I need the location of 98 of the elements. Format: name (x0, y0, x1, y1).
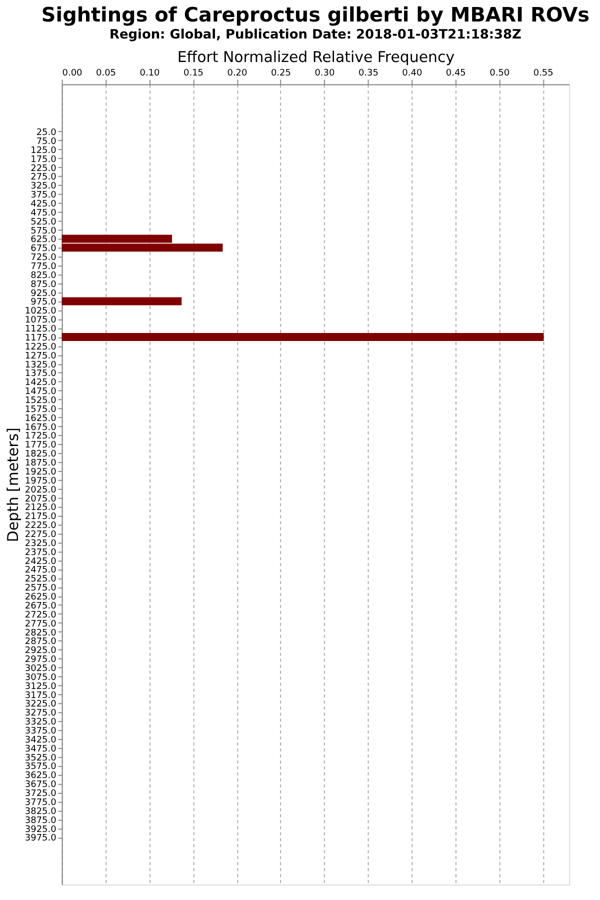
y-tick-label: 3225.0 (24, 700, 57, 710)
y-tick-label: 2575.0 (24, 584, 57, 594)
y-tick-label: 575.0 (30, 226, 57, 236)
y-tick-label: 1875.0 (24, 458, 57, 469)
y-tick-label: 325.0 (30, 182, 57, 192)
y-tick-label: 3425.0 (24, 735, 57, 746)
y-tick-label: 1825.0 (24, 450, 57, 460)
y-tick-label: 3725.0 (24, 789, 57, 800)
y-tick-label: 1225.0 (24, 342, 57, 352)
y-tick-label: 925.0 (30, 288, 57, 299)
y-tick-label: 875.0 (30, 280, 57, 290)
y-tick-label: 775.0 (30, 262, 57, 272)
y-tick-label: 1075.0 (24, 316, 57, 326)
chart-subtitle: Region: Global, Publication Date: 2018-01-03T21:18:38Z (110, 27, 522, 42)
y-tick-label: 475.0 (30, 208, 57, 218)
y-tick-label: 2275.0 (24, 530, 57, 540)
y-tick-label: 3325.0 (24, 718, 57, 728)
y-tick-label: 2925.0 (24, 646, 57, 656)
chart-title: Sightings of Careproctus gilberti by MBARI ROVs (41, 3, 590, 26)
y-tick-label: 2875.0 (24, 637, 57, 648)
y-tick-label: 2525.0 (24, 574, 57, 585)
y-tick-label: 1175.0 (24, 333, 57, 344)
y-tick-label: 2125.0 (24, 503, 57, 514)
x-tick-label: 0.20 (227, 68, 248, 79)
y-tick-label: 3775.0 (24, 798, 57, 808)
y-tick-label: 1675.0 (24, 422, 57, 433)
y-tick-label: 1575.0 (24, 404, 57, 415)
y-tick-label: 375.0 (30, 190, 57, 201)
y-tick-label: 3625.0 (24, 771, 57, 782)
x-tick-label: 0.40 (402, 68, 422, 79)
y-tick-label: 3525.0 (24, 753, 57, 764)
y-tick-label: 1775.0 (24, 440, 57, 451)
y-tick-label: 2775.0 (24, 619, 57, 630)
y-tick-label: 525.0 (30, 217, 57, 228)
y-tick-label: 625.0 (30, 235, 57, 246)
y-tick-label: 675.0 (30, 244, 57, 254)
y-tick-label: 2075.0 (24, 494, 57, 504)
y-tick-label: 1425.0 (24, 378, 57, 388)
y-tick-label: 25.0 (36, 128, 57, 138)
y-tick-label: 3825.0 (24, 806, 57, 817)
y-tick-label: 1925.0 (24, 467, 57, 478)
bar (62, 333, 544, 341)
x-tick-label: 0.25 (270, 68, 291, 79)
y-tick-label: 3025.0 (24, 664, 57, 674)
x-tick-label: 0.15 (184, 68, 204, 79)
y-tick-label: 1475.0 (24, 387, 57, 398)
y-tick-label: 2175.0 (24, 512, 57, 522)
y-tick-label: 1725.0 (24, 432, 57, 442)
x-tick-label: 0.35 (358, 68, 378, 79)
x-axis-title: Effort Normalized Relative Frequency (177, 48, 455, 66)
y-tick-label: 1125.0 (24, 324, 57, 335)
y-tick-label: 1625.0 (24, 414, 57, 424)
y-tick-label: 2975.0 (24, 655, 57, 666)
x-tick-label: 0.10 (140, 68, 160, 79)
bar (62, 297, 182, 306)
y-tick-label: 2225.0 (24, 521, 57, 532)
y-tick-label: 3875.0 (24, 816, 57, 826)
y-tick-label: 1025.0 (24, 306, 57, 317)
y-tick-label: 2675.0 (24, 601, 57, 612)
y-tick-label: 2025.0 (24, 485, 57, 496)
y-tick-label: 2425.0 (24, 556, 57, 567)
y-tick-label: 3275.0 (24, 708, 57, 719)
y-tick-label: 975.0 (30, 298, 57, 308)
x-tick-label: 0.45 (446, 68, 466, 79)
y-tick-label: 225.0 (30, 164, 57, 174)
x-tick-label: 0.30 (314, 68, 335, 79)
y-tick-label: 2625.0 (24, 592, 57, 603)
x-tick-label: 0.05 (96, 68, 116, 79)
y-tick-label: 725.0 (30, 253, 57, 264)
y-tick-label: 2825.0 (24, 628, 57, 638)
y-tick-label: 425.0 (30, 199, 57, 210)
y-tick-label: 3925.0 (24, 824, 57, 835)
y-tick-label: 1375.0 (24, 369, 57, 380)
y-tick-label: 1275.0 (24, 351, 57, 362)
y-tick-label: 1525.0 (24, 396, 57, 406)
y-tick-label: 3175.0 (24, 690, 57, 701)
y-tick-label: 1975.0 (24, 476, 57, 486)
x-tick-label: 0.50 (490, 68, 510, 79)
y-tick-label: 3675.0 (24, 780, 57, 790)
y-tick-label: 275.0 (30, 172, 57, 183)
y-tick-label: 2725.0 (24, 610, 57, 620)
y-tick-label: 3575.0 (24, 762, 57, 772)
y-tick-label: 825.0 (30, 270, 57, 281)
y-tick-label: 3125.0 (24, 682, 57, 692)
y-tick-label: 175.0 (30, 154, 57, 165)
y-tick-label: 125.0 (30, 146, 57, 156)
y-tick-label: 3975.0 (24, 834, 57, 844)
y-tick-label: 75.0 (36, 136, 57, 147)
y-tick-label: 1325.0 (24, 360, 57, 370)
x-tick-label: 0.00 (62, 68, 83, 79)
y-tick-label: 3075.0 (24, 672, 57, 683)
y-tick-label: 2375.0 (24, 548, 57, 558)
y-tick-label: 2325.0 (24, 538, 57, 549)
y-tick-label: 2475.0 (24, 566, 57, 576)
y-tick-label: 3475.0 (24, 744, 57, 754)
y-tick-label: 3375.0 (24, 726, 57, 737)
y-axis-title: Depth [meters] (4, 428, 22, 542)
x-tick-label: 0.55 (533, 68, 554, 79)
